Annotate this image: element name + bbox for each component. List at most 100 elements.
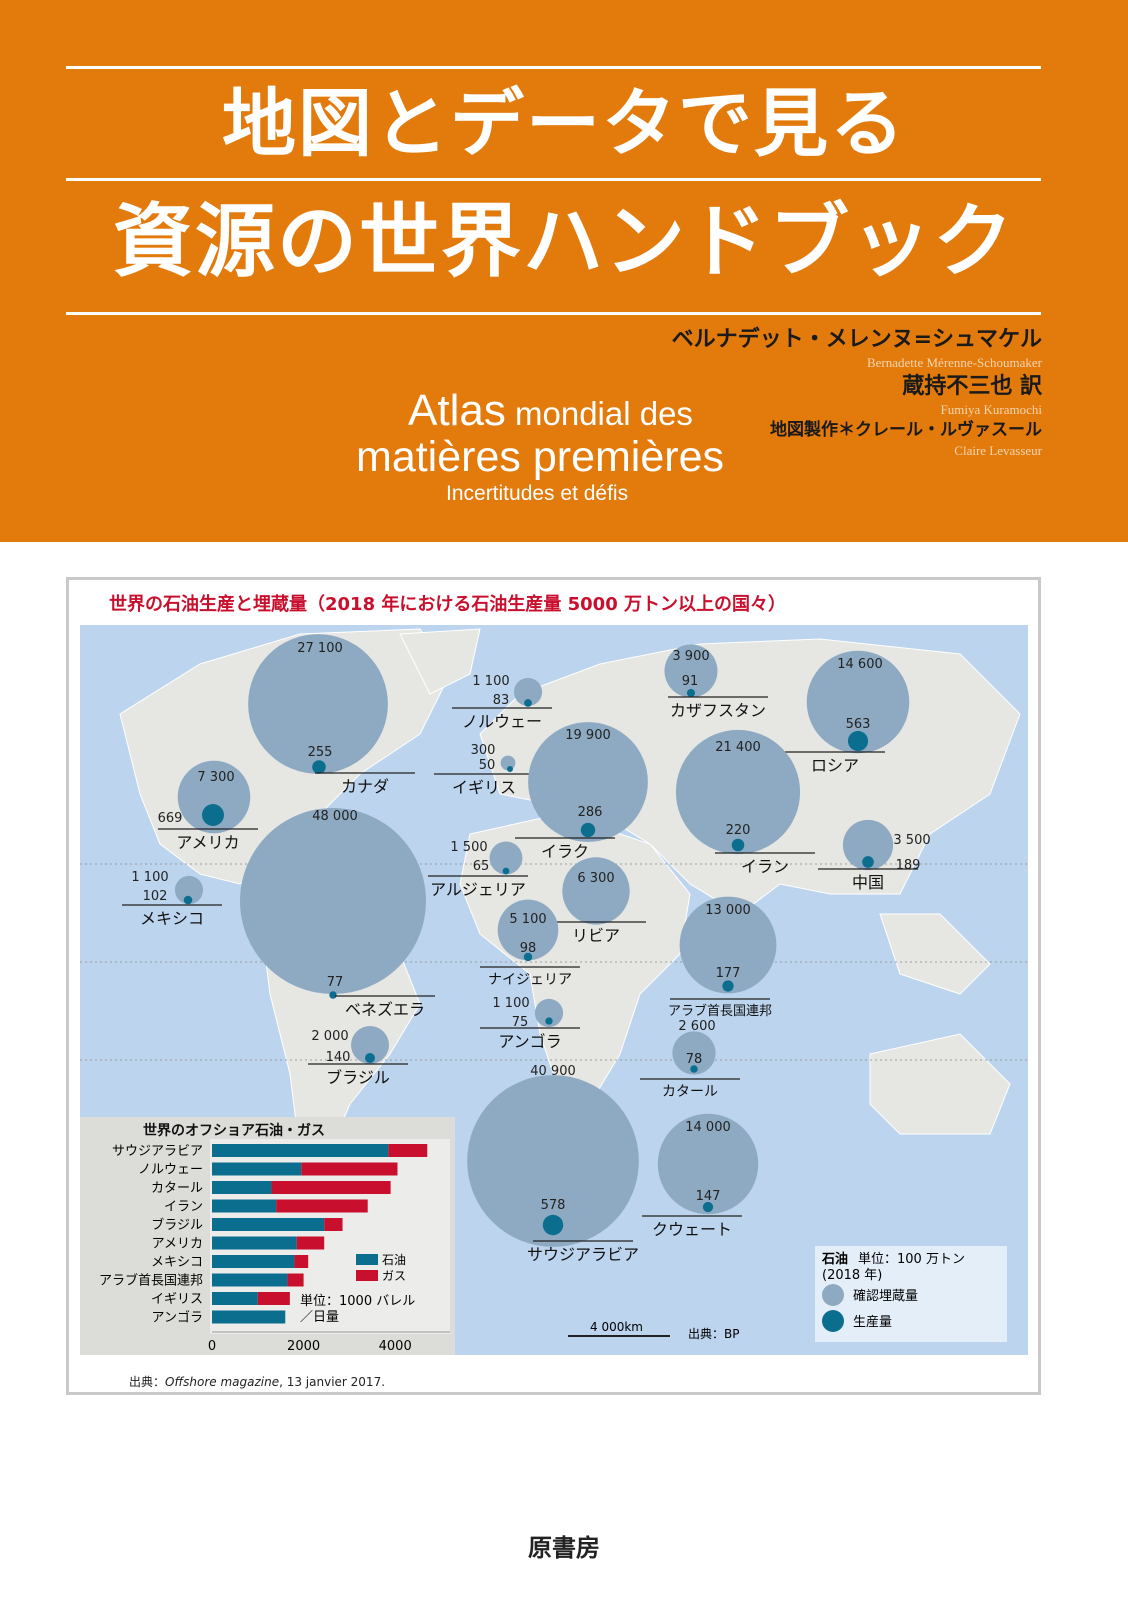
bar-gas bbox=[301, 1162, 398, 1176]
reserves-circle bbox=[174, 875, 204, 905]
country-name: ノルウェー bbox=[462, 712, 542, 731]
country-name: カザフスタン bbox=[670, 701, 766, 720]
chart-unit-label-2: ／日量 bbox=[300, 1310, 339, 1325]
reserves-value: 40 900 bbox=[530, 1064, 576, 1079]
country-name: リビア bbox=[572, 926, 620, 945]
production-value: 578 bbox=[541, 1198, 566, 1213]
bar-gas bbox=[296, 1236, 325, 1250]
bar-gas bbox=[287, 1273, 304, 1287]
bar-oil bbox=[212, 1236, 297, 1250]
bar-gas bbox=[324, 1218, 343, 1231]
bar-gas bbox=[257, 1292, 290, 1305]
bar-oil bbox=[212, 1218, 325, 1231]
french-mondial: mondial des bbox=[505, 395, 693, 432]
country-name: アメリカ bbox=[176, 833, 239, 852]
reserves-circle bbox=[240, 808, 426, 994]
production-value: 286 bbox=[578, 805, 603, 820]
french-atlas: Atlas bbox=[408, 386, 506, 435]
production-value: 177 bbox=[716, 966, 741, 981]
reserves-circle bbox=[562, 857, 630, 925]
production-circle bbox=[542, 1214, 564, 1236]
reserves-value: 5 100 bbox=[509, 912, 546, 927]
australia bbox=[869, 1033, 1011, 1135]
french-title-line-1: Atlas mondial des bbox=[408, 389, 693, 433]
production-circle bbox=[502, 867, 510, 875]
divider bbox=[66, 66, 1041, 69]
country-marker: 14 000 147 クウェート bbox=[642, 1113, 759, 1239]
country-marker: 1 100 83 ノルウェー bbox=[452, 674, 552, 731]
category-label: ブラジル bbox=[151, 1217, 203, 1233]
production-circle bbox=[847, 730, 869, 752]
legend-gas-label: ガス bbox=[382, 1269, 406, 1283]
translator-en: Fumiya Kuramochi bbox=[940, 402, 1042, 417]
production-circle bbox=[523, 952, 533, 962]
africa bbox=[459, 813, 691, 1105]
bar-gas bbox=[294, 1255, 309, 1268]
production-value: 83 bbox=[493, 693, 510, 708]
production-value: 102 bbox=[143, 889, 168, 904]
country-name: サウジアラビア bbox=[527, 1245, 639, 1264]
country-marker: 2 000 140 ブラジル bbox=[308, 1026, 408, 1087]
production-value: 78 bbox=[686, 1052, 703, 1067]
country-name: イラン bbox=[741, 857, 789, 876]
reserves-circle bbox=[679, 896, 777, 994]
divider bbox=[66, 178, 1041, 181]
reserves-circle bbox=[842, 819, 894, 871]
production-value: 563 bbox=[846, 717, 871, 732]
country-marker: 40 900 578 サウジアラビア bbox=[467, 1064, 639, 1264]
legend-swatch-oil bbox=[356, 1254, 378, 1265]
country-marker: 3 900 91 カザフスタン bbox=[664, 644, 768, 720]
reserves-value: 2 000 bbox=[311, 1029, 348, 1044]
country-name: アルジェリア bbox=[430, 880, 526, 899]
bar-gas bbox=[388, 1144, 428, 1157]
title-line-1: 地図とデータで見る bbox=[222, 81, 906, 167]
reserves-value: 7 300 bbox=[197, 770, 234, 785]
x-tick-label: 0 bbox=[208, 1339, 216, 1354]
bar-oil bbox=[212, 1255, 295, 1268]
reserves-circle bbox=[177, 760, 251, 834]
map-title: 世界の石油生産と埋蔵量（2018 年における石油生産量 5000 万トン以上の国… bbox=[109, 594, 786, 615]
reserves-circle bbox=[675, 729, 801, 855]
category-label: サウジアラビア bbox=[112, 1144, 203, 1159]
country-name: ナイジェリア bbox=[488, 972, 572, 988]
legend-reserves-label: 確認埋蔵量 bbox=[853, 1288, 918, 1304]
country-name: メキシコ bbox=[140, 909, 204, 928]
translator-jp: 蔵持不三也 訳 bbox=[902, 374, 1042, 399]
greenland bbox=[399, 628, 481, 695]
bars: サウジアラビアノルウェーカタールイランブラジルアメリカメキシコアラブ首長国連邦イ… bbox=[99, 1144, 428, 1326]
map-figure: 世界の石油生産と埋蔵量（2018 年における石油生産量 5000 万トン以上の国… bbox=[66, 577, 1041, 1395]
country-name: イラク bbox=[541, 842, 589, 861]
country-name: カタール bbox=[662, 1084, 718, 1100]
category-label: イラン bbox=[164, 1200, 203, 1215]
country-name: ベネズエラ bbox=[345, 1000, 425, 1019]
reserves-value: 1 500 bbox=[450, 840, 487, 855]
category-label: アンゴラ bbox=[152, 1310, 203, 1326]
reserves-circle bbox=[664, 644, 718, 698]
french-subtitle: Incertitudes et défis bbox=[446, 482, 629, 505]
production-circle bbox=[364, 1052, 376, 1064]
reserves-value: 1 100 bbox=[472, 674, 509, 689]
production-circle bbox=[524, 699, 532, 707]
production-value: 255 bbox=[308, 745, 333, 760]
bar-gas bbox=[271, 1181, 391, 1194]
production-circle bbox=[862, 856, 874, 868]
production-circle bbox=[690, 1065, 698, 1073]
production-circle bbox=[312, 760, 326, 774]
country-marker: 6 300 リビア bbox=[546, 857, 646, 945]
production-circle bbox=[506, 765, 514, 773]
legend-box bbox=[815, 1246, 1007, 1342]
category-label: ノルウェー bbox=[138, 1163, 203, 1178]
country-name: イギリス bbox=[452, 778, 516, 797]
legend-swatch-gas bbox=[356, 1270, 378, 1281]
reserves-circle bbox=[657, 1113, 759, 1215]
reserves-circle bbox=[513, 677, 543, 707]
country-marker: 13 000 177 アラブ首長国連邦 bbox=[668, 896, 777, 1019]
reserves-circle bbox=[351, 1026, 389, 1064]
cartographer-jp: 地図製作＊クレール・ルヴァスール bbox=[770, 420, 1042, 440]
x-tick-label: 2000 bbox=[287, 1339, 320, 1354]
author-en: Bernadette Mérenne-Schoumaker bbox=[866, 355, 1042, 370]
reserves-circle bbox=[528, 722, 648, 842]
reserves-value: 6 300 bbox=[577, 871, 614, 886]
